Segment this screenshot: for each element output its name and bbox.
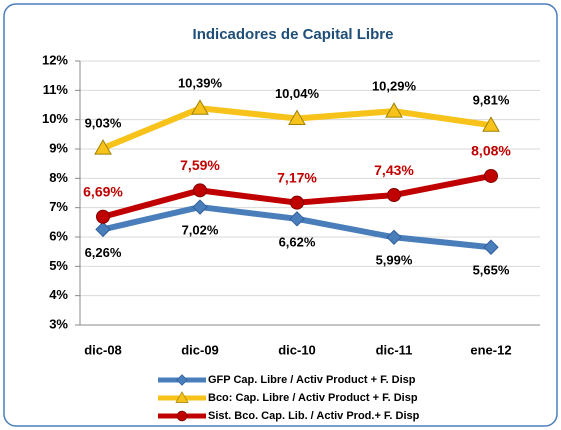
- data-label: 6,62%: [279, 234, 316, 249]
- data-label: 9,81%: [473, 93, 510, 108]
- y-tick-label: 4%: [49, 287, 68, 302]
- data-label: 5,65%: [473, 263, 510, 278]
- data-label: 7,02%: [182, 223, 219, 238]
- data-point: [290, 195, 304, 210]
- legend-label: Bco: Cap. Libre / Activ Product + F. Dis…: [208, 392, 418, 404]
- y-tick-label: 3%: [49, 316, 68, 331]
- legend-marker: [176, 410, 188, 422]
- data-point: [96, 209, 110, 224]
- data-label: 7,43%: [374, 162, 414, 178]
- data-point: [193, 183, 207, 198]
- data-point: [387, 188, 401, 203]
- y-tick-label: 10%: [42, 111, 68, 126]
- x-tick-label: ene-12: [470, 342, 511, 357]
- data-label: 10,04%: [275, 86, 320, 101]
- chart-title: Indicadores de Capital Libre: [193, 26, 394, 43]
- x-tick-label: dic-11: [376, 342, 413, 357]
- y-tick-label: 9%: [49, 140, 68, 155]
- data-label: 10,29%: [372, 79, 417, 94]
- data-point: [484, 168, 498, 183]
- data-point: [483, 239, 499, 255]
- data-label: 6,26%: [85, 245, 122, 260]
- data-point: [94, 139, 112, 155]
- data-label: 10,39%: [178, 76, 223, 91]
- data-point: [288, 109, 306, 125]
- data-label: 8,08%: [471, 143, 511, 159]
- data-label: 5,99%: [376, 253, 413, 268]
- data-point: [386, 229, 402, 246]
- data-point: [289, 211, 305, 227]
- x-tick-label: dic-09: [181, 342, 219, 357]
- data-label: 9,03%: [85, 116, 122, 131]
- data-point: [385, 102, 403, 118]
- data-label: 7,17%: [277, 169, 317, 185]
- legend-label: Sist. Bco. Cap. Lib. / Activ Prod.+ F. D…: [208, 410, 420, 422]
- y-tick-label: 6%: [49, 228, 68, 243]
- data-point: [192, 199, 208, 215]
- legend-label: GFP Cap. Libre / Activ Product + F. Disp: [208, 374, 416, 386]
- x-tick-label: dic-08: [84, 342, 122, 357]
- legend-marker: [175, 391, 189, 403]
- legend-marker: [176, 374, 188, 386]
- data-label: 6,69%: [83, 183, 123, 199]
- y-tick-label: 5%: [49, 258, 68, 273]
- data-point: [95, 221, 111, 238]
- y-tick-label: 12%: [42, 52, 68, 67]
- data-label: 7,59%: [180, 157, 220, 173]
- y-tick-label: 7%: [49, 199, 68, 214]
- y-tick-label: 8%: [49, 170, 68, 185]
- data-point: [482, 116, 500, 132]
- y-tick-label: 11%: [43, 82, 69, 97]
- x-tick-label: dic-10: [278, 342, 316, 357]
- data-point: [191, 99, 209, 115]
